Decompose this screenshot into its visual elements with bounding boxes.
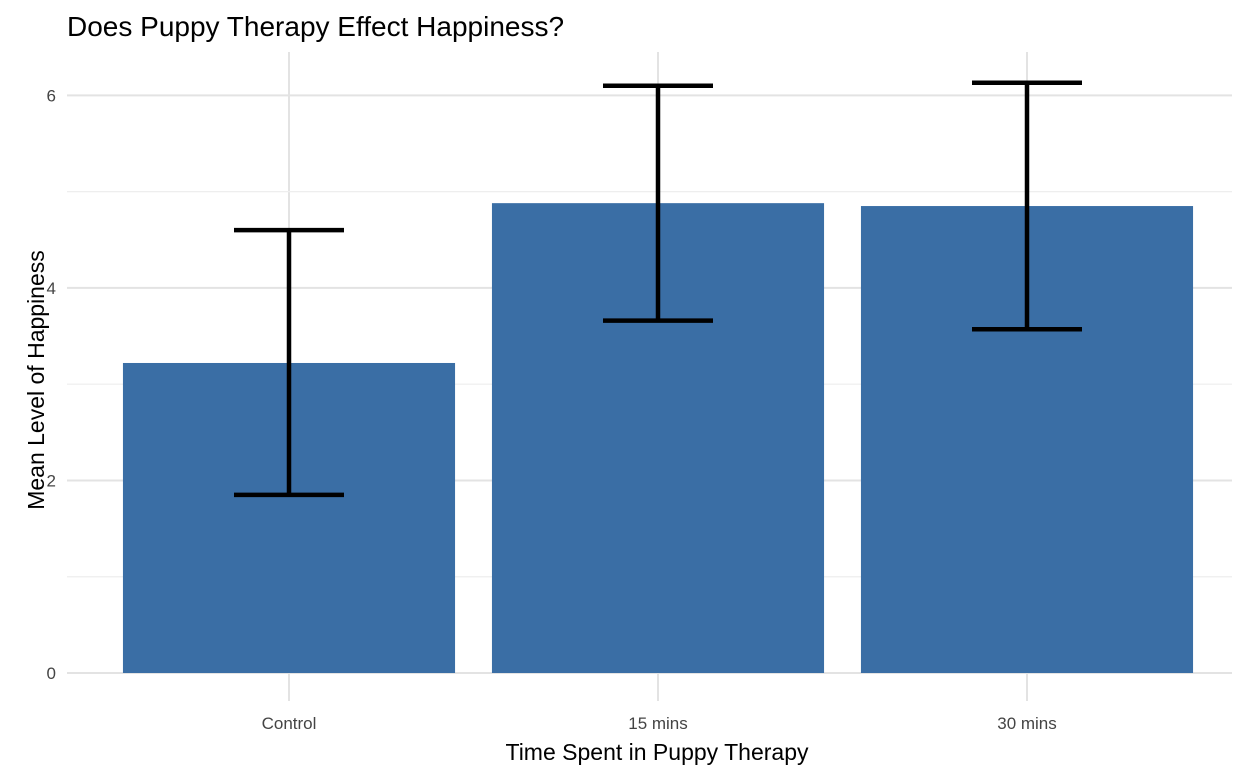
x-tick-label: 15 mins	[628, 714, 688, 733]
x-tick-label: Control	[262, 714, 317, 733]
tick-labels: 0 2 4 6 Control 15 mins 30 mins	[47, 86, 1057, 733]
chart-title: Does Puppy Therapy Effect Happiness?	[67, 11, 564, 42]
y-tick-label: 6	[47, 86, 56, 105]
x-axis-title: Time Spent in Puppy Therapy	[506, 739, 809, 765]
y-tick-label: 0	[47, 664, 56, 683]
x-tick-label: 30 mins	[997, 714, 1057, 733]
error-bar	[603, 83, 713, 323]
error-bar	[972, 80, 1082, 332]
y-axis-title: Mean Level of Happiness	[23, 250, 49, 510]
error-bars	[234, 80, 1082, 498]
y-tick-label: 2	[47, 471, 56, 490]
error-bar	[234, 227, 344, 498]
y-tick-label: 4	[47, 279, 56, 298]
